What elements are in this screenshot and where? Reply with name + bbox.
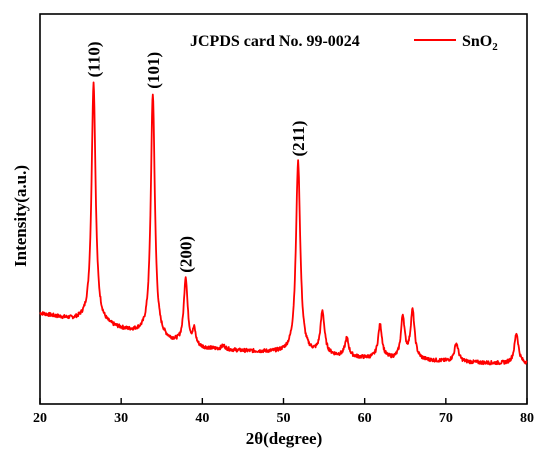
x-tick-label-80: 80 <box>520 411 534 426</box>
legend: SnO2 <box>414 33 498 53</box>
sno2-series-line <box>39 81 528 366</box>
x-axis-title: 2θ(degree) <box>246 429 323 448</box>
peak-label-101: (101) <box>144 52 163 89</box>
peak-labels: (110) (101) (200) (211) <box>85 42 309 273</box>
y-axis-title: Intensity(a.u.) <box>11 165 30 267</box>
x-tick-label-40: 40 <box>195 411 209 426</box>
peak-label-110: (110) <box>85 42 104 78</box>
legend-label: SnO2 <box>462 33 498 53</box>
x-ticks <box>39 398 528 404</box>
annotation-jcpds: JCPDS card No. 99-0024 <box>190 33 360 50</box>
x-tick-label-60: 60 <box>358 411 372 426</box>
x-tick-label-50: 50 <box>277 411 291 426</box>
x-tick-labels: 20 30 40 50 60 70 80 <box>33 411 534 426</box>
peak-label-211: (211) <box>289 121 308 157</box>
x-tick-label-30: 30 <box>114 411 128 426</box>
x-tick-label-20: 20 <box>33 411 47 426</box>
peak-label-200: (200) <box>177 236 196 273</box>
x-tick-label-70: 70 <box>439 411 453 426</box>
